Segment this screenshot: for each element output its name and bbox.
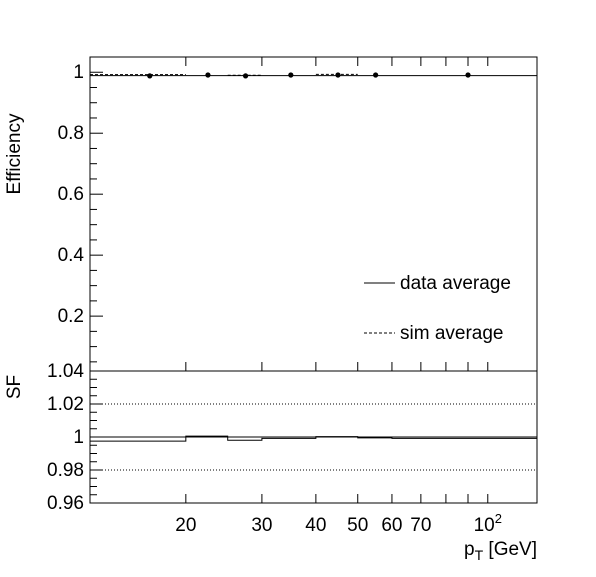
scale-factor-panel: 20 30 40 50 60 70 102 0.96 0.98 1 1.02 1.04 SF pT […	[4, 361, 538, 563]
y-tick-label-sf: 1.02	[47, 394, 84, 415]
x-tick-label-text: 70	[410, 515, 431, 536]
legend-label: data average	[400, 273, 511, 294]
x-tick-label: 50	[347, 515, 368, 536]
data-point	[373, 72, 379, 78]
data-point	[288, 72, 294, 78]
x-axis-label: pT [GeV]	[464, 539, 537, 563]
legend: data average sim average	[364, 273, 511, 344]
x-axis-label-subscript: T	[475, 547, 484, 563]
scale-factor-marks	[90, 403, 537, 471]
scale-factor-axes: 20 30 40 50 60 70 102 0.96 0.98 1 1.02 1.04	[47, 361, 502, 536]
y-axis-label-sf: SF	[4, 375, 25, 399]
data-point	[465, 72, 471, 78]
y-tick-label-sf: 1.04	[47, 361, 84, 382]
y-tick-label-efficiency: 1	[73, 62, 84, 83]
data-point	[335, 72, 341, 78]
y-tick-label-efficiency: 0.2	[58, 306, 84, 327]
efficiency-panel: 0.2 0.4 0.6 0.8 1 data average sim average Ef…	[4, 56, 538, 372]
x-tick-label-text: 40	[305, 515, 326, 536]
x-tick-label: 60	[381, 515, 402, 536]
y-tick-label-sf: 0.98	[47, 460, 84, 481]
y-axis-label-efficiency: Efficiency	[4, 113, 25, 194]
efficiency-axes: 0.2 0.4 0.6 0.8 1	[58, 57, 489, 371]
x-tick-label-text: 20	[175, 515, 196, 536]
x-tick-label: 70	[410, 515, 431, 536]
x-tick-label-text: 50	[347, 515, 368, 536]
x-tick-label-text: 10	[474, 515, 495, 536]
data-point	[242, 73, 249, 79]
x-tick-label: 20	[175, 515, 196, 536]
y-tick-label-efficiency: 0.4	[58, 245, 85, 266]
y-tick-label-sf: 1	[73, 427, 84, 448]
y-tick-label-efficiency: 0.6	[58, 184, 84, 205]
x-tick-label: 102	[474, 511, 502, 536]
data-point	[205, 72, 211, 78]
x-tick-label-text: 30	[251, 515, 272, 536]
x-tick-label-exponent: 2	[495, 511, 502, 526]
x-axis-label-main: p	[464, 539, 475, 560]
data-point	[147, 73, 153, 79]
x-tick-label: 40	[305, 515, 326, 536]
sf-step-line	[90, 435, 537, 442]
efficiency-marks	[90, 72, 537, 79]
legend-label: sim average	[400, 323, 504, 344]
y-tick-label-efficiency: 0.8	[58, 123, 84, 144]
x-axis-label-unit: [GeV]	[483, 539, 537, 560]
y-tick-label-sf: 0.96	[47, 493, 84, 514]
x-tick-label: 30	[251, 515, 272, 536]
x-tick-label-text: 60	[381, 515, 402, 536]
